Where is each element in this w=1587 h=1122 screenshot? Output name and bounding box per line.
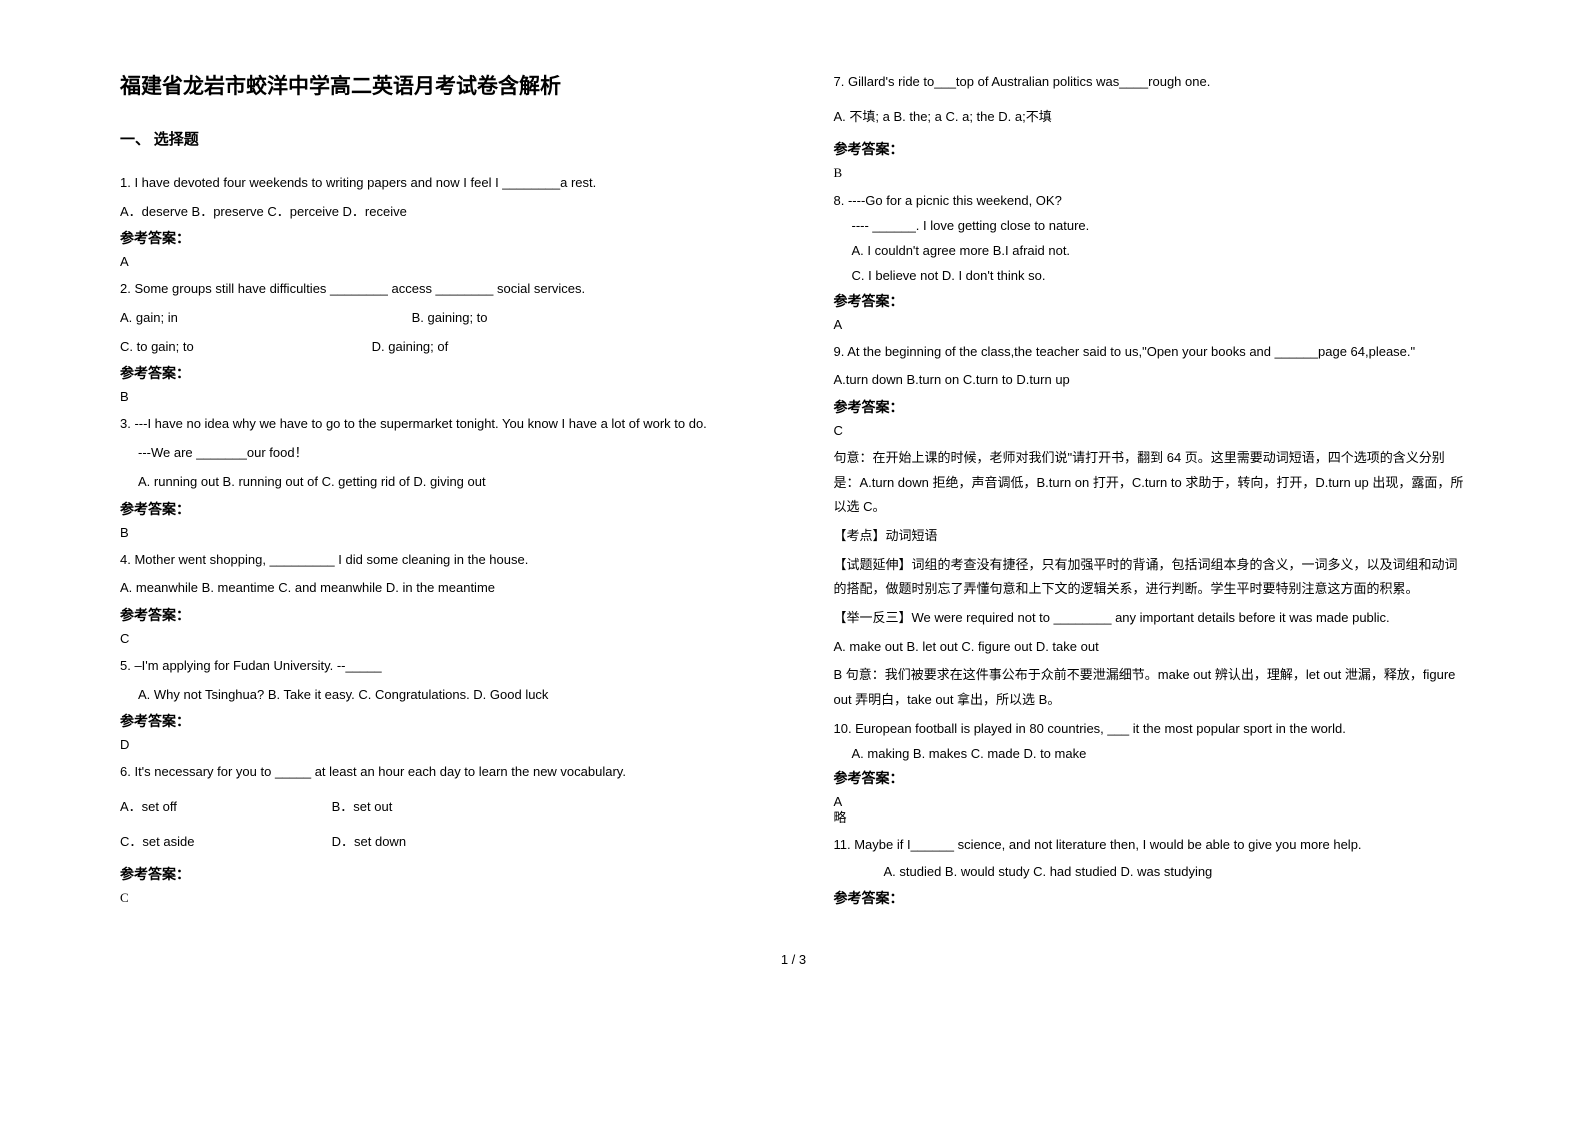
question-8: 8. ----Go for a picnic this weekend, OK?… [834,191,1468,331]
right-column: 7. Gillard's ride to___top of Australian… [794,70,1488,914]
q9-extension: 【试题延伸】词组的考查没有捷径，只有加强平时的背诵，包括词组本身的含义，一词多义… [834,553,1468,602]
section-heading: 一、 选择题 [120,128,754,149]
q7-stem: 7. Gillard's ride to___top of Australian… [834,70,1468,95]
page: 福建省龙岩市蛟洋中学高二英语月考试卷含解析 一、 选择题 1. I have d… [0,0,1587,944]
question-1: 1. I have devoted four weekends to writi… [120,171,754,269]
answer-label: 参考答案： [120,864,754,884]
q9-ext-label: 【试题延伸】 [834,557,912,572]
answer-label: 参考答案： [120,363,754,383]
doc-title: 福建省龙岩市蛟洋中学高二英语月考试卷含解析 [120,70,754,100]
q9-ext-text: 词组的考查没有捷径，只有加强平时的背诵，包括词组本身的含义，一词多义，以及词组和… [834,557,1458,597]
q2-options-row1: A. gain; in B. gaining; to [120,306,754,331]
q11-options: A. studied B. would study C. had studied… [834,860,1468,885]
q9-ex-label: 【举一反三】 [834,610,912,625]
q2-optC: C. to gain; to [120,335,340,360]
answer-label: 参考答案： [834,139,1468,159]
answer-label: 参考答案： [120,605,754,625]
q10-stem: 10. European football is played in 80 co… [834,719,1468,740]
q2-answer: B [120,389,754,404]
q2-optD: D. gaining; of [372,335,449,360]
answer-label: 参考答案： [834,888,1468,908]
q10-answer: A [834,794,1468,809]
answer-label: 参考答案： [834,768,1468,788]
q6-options-row1: A．set off B．set out [120,795,754,820]
q2-optB: B. gaining; to [412,306,488,331]
q6-optB: B．set out [332,795,393,820]
q9-kaodian: 【考点】动词短语 [834,524,1468,549]
q11-stem: 11. Maybe if I______ science, and not li… [834,834,1468,856]
q1-options: A．deserve B．preserve C．perceive D．receiv… [120,200,754,225]
q5-stem: 5. –I'm applying for Fudan University. -… [120,654,754,679]
question-2: 2. Some groups still have difficulties _… [120,277,754,404]
answer-label: 参考答案： [834,291,1468,311]
q6-optD: D．set down [332,830,406,855]
question-6: 6. It's necessary for you to _____ at le… [120,760,754,906]
q6-stem: 6. It's necessary for you to _____ at le… [120,760,754,785]
q8-options2: C. I believe not D. I don't think so. [834,266,1468,287]
q6-answer: C [120,890,754,906]
q9-answer: C [834,423,1468,438]
q9-ex-options: A. make out B. let out C. figure out D. … [834,635,1468,660]
question-7: 7. Gillard's ride to___top of Australian… [834,70,1468,181]
q10-note: 略 [834,809,1468,827]
q5-options: A. Why not Tsinghua? B. Take it easy. C.… [120,683,754,708]
q1-stem: 1. I have devoted four weekends to writi… [120,171,754,196]
q5-answer: D [120,737,754,752]
answer-label: 参考答案： [120,711,754,731]
question-10: 10. European football is played in 80 co… [834,719,1468,828]
question-3: 3. ---I have no idea why we have to go t… [120,412,754,539]
q8-answer: A [834,317,1468,332]
q6-optA: A．set off [120,795,300,820]
q9-explanation: 句意：在开始上课的时候，老师对我们说"请打开书，翻到 64 页。这里需要动词短语… [834,446,1468,520]
answer-label: 参考答案： [120,228,754,248]
q3-stem2: ---We are _______our food！ [120,441,754,466]
q2-options-row2: C. to gain; to D. gaining; of [120,335,754,360]
q3-options: A. running out B. running out of C. gett… [120,470,754,495]
answer-label: 参考答案： [120,499,754,519]
q2-optA: A. gain; in [120,306,380,331]
q9-ex-answer: B 句意：我们被要求在这件事公布于众前不要泄漏细节。make out 辨认出，理… [834,663,1468,712]
q4-answer: C [120,631,754,646]
q9-ex-stem: We were required not to ________ any imp… [912,610,1390,625]
q1-answer: A [120,254,754,269]
page-footer: 1 / 3 [0,944,1587,987]
q4-stem: 4. Mother went shopping, _________ I did… [120,548,754,573]
q3-answer: B [120,525,754,540]
q6-options-row2: C．set aside D．set down [120,830,754,855]
q8-options1: A. I couldn't agree more B.I afraid not. [834,241,1468,262]
left-column: 福建省龙岩市蛟洋中学高二英语月考试卷含解析 一、 选择题 1. I have d… [100,70,794,914]
q9-stem: 9. At the beginning of the class,the tea… [834,340,1468,365]
q8-stem1: 8. ----Go for a picnic this weekend, OK? [834,191,1468,212]
q6-optC: C．set aside [120,830,300,855]
q7-options: A. 不填; a B. the; a C. a; the D. a;不填 [834,105,1468,130]
q4-options: A. meanwhile B. meantime C. and meanwhil… [120,576,754,601]
question-5: 5. –I'm applying for Fudan University. -… [120,654,754,752]
question-9: 9. At the beginning of the class,the tea… [834,340,1468,713]
q8-stem2: ---- ______. I love getting close to nat… [834,216,1468,237]
q2-stem: 2. Some groups still have difficulties _… [120,277,754,302]
question-11: 11. Maybe if I______ science, and not li… [834,834,1468,909]
q9-example: 【举一反三】We were required not to ________ a… [834,606,1468,631]
q3-stem1: 3. ---I have no idea why we have to go t… [120,412,754,437]
q7-answer: B [834,165,1468,181]
q10-options: A. making B. makes C. made D. to make [834,744,1468,765]
answer-label: 参考答案： [834,397,1468,417]
q9-options: A.turn down B.turn on C.turn to D.turn u… [834,368,1468,393]
question-4: 4. Mother went shopping, _________ I did… [120,548,754,646]
